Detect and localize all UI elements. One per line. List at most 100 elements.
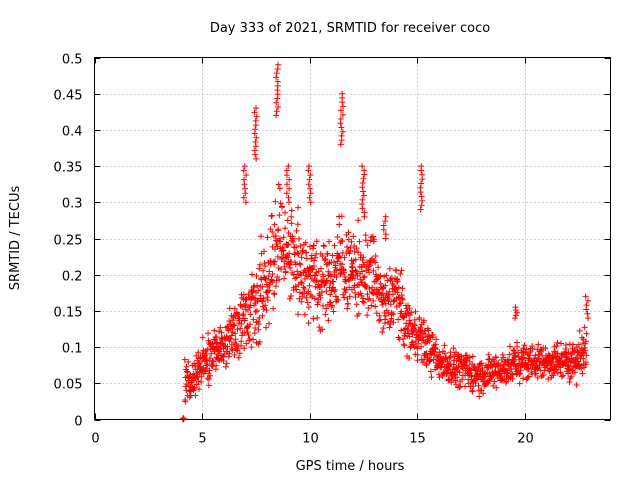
data-point <box>526 352 533 359</box>
data-point <box>305 288 312 295</box>
data-point <box>515 353 522 360</box>
data-point <box>247 321 254 328</box>
data-point <box>364 291 371 298</box>
data-point <box>475 382 482 389</box>
data-point <box>348 257 355 264</box>
data-point <box>446 355 453 362</box>
data-point <box>320 302 327 309</box>
data-point <box>418 193 425 200</box>
data-point <box>306 243 313 250</box>
data-point <box>556 358 563 365</box>
data-point <box>287 292 294 299</box>
data-point <box>209 340 216 347</box>
y-tick-label: 0.15 <box>54 306 83 321</box>
data-point <box>307 190 314 197</box>
data-point <box>259 283 266 290</box>
data-point <box>334 233 341 240</box>
data-point <box>302 239 309 246</box>
y-tick-label: 0.05 <box>54 378 83 393</box>
data-point <box>554 350 561 357</box>
data-point <box>285 229 292 236</box>
data-point <box>271 291 278 298</box>
data-point <box>254 282 261 289</box>
data-point <box>278 266 285 273</box>
data-point <box>285 254 292 261</box>
data-point <box>411 322 418 329</box>
data-point <box>206 367 213 374</box>
x-tick-label: 0 <box>91 432 99 447</box>
data-point <box>234 345 241 352</box>
data-point <box>318 288 325 295</box>
data-point <box>295 204 302 211</box>
data-point <box>306 282 313 289</box>
data-point <box>392 285 399 292</box>
data-point <box>304 299 311 306</box>
data-point <box>238 332 245 339</box>
data-point <box>315 298 322 305</box>
data-point <box>198 379 205 386</box>
data-point <box>340 103 347 110</box>
data-point <box>360 175 367 182</box>
data-point <box>205 330 212 337</box>
data-point <box>252 143 259 150</box>
data-point <box>298 279 305 286</box>
data-point <box>393 267 400 274</box>
data-point <box>274 95 281 102</box>
data-point <box>331 242 338 249</box>
data-point <box>269 228 276 235</box>
data-point <box>312 272 319 279</box>
data-point <box>298 298 305 305</box>
data-point <box>293 244 300 251</box>
data-point <box>195 349 202 356</box>
data-point <box>284 242 291 249</box>
data-point <box>313 238 320 245</box>
data-point <box>245 331 252 338</box>
data-point <box>241 345 248 352</box>
data-point <box>305 320 312 327</box>
data-point <box>274 78 281 85</box>
data-point <box>379 285 386 292</box>
data-point <box>309 266 316 273</box>
data-point <box>456 384 463 391</box>
data-point <box>425 327 432 334</box>
data-point <box>269 212 276 219</box>
data-point <box>312 254 319 261</box>
data-point <box>585 297 592 304</box>
data-point <box>275 226 282 233</box>
data-point <box>390 319 397 326</box>
data-point <box>386 324 393 331</box>
data-point <box>355 217 362 224</box>
data-point <box>194 374 201 381</box>
data-point <box>229 346 236 353</box>
data-point <box>565 370 572 377</box>
data-point <box>514 343 521 350</box>
data-point <box>195 386 202 393</box>
data-point <box>226 350 233 357</box>
data-point <box>288 220 295 227</box>
data-point <box>405 302 412 309</box>
data-point <box>180 415 187 422</box>
data-point <box>375 286 382 293</box>
data-point <box>412 308 419 315</box>
data-point <box>511 347 518 354</box>
data-point <box>274 61 281 68</box>
data-point <box>236 350 243 357</box>
data-point <box>372 259 379 266</box>
data-point <box>251 330 258 337</box>
data-point <box>447 349 454 356</box>
data-point <box>398 308 405 315</box>
data-point <box>286 295 293 302</box>
data-point <box>276 212 283 219</box>
data-point <box>398 327 405 334</box>
data-point <box>581 324 588 331</box>
data-point <box>363 284 370 291</box>
data-point <box>534 374 541 381</box>
data-point <box>252 308 259 315</box>
data-point <box>241 315 248 322</box>
data-point <box>273 70 280 77</box>
data-point <box>297 261 304 268</box>
data-point <box>253 134 260 141</box>
data-point <box>448 379 455 386</box>
data-point <box>484 369 491 376</box>
data-point <box>535 351 542 358</box>
